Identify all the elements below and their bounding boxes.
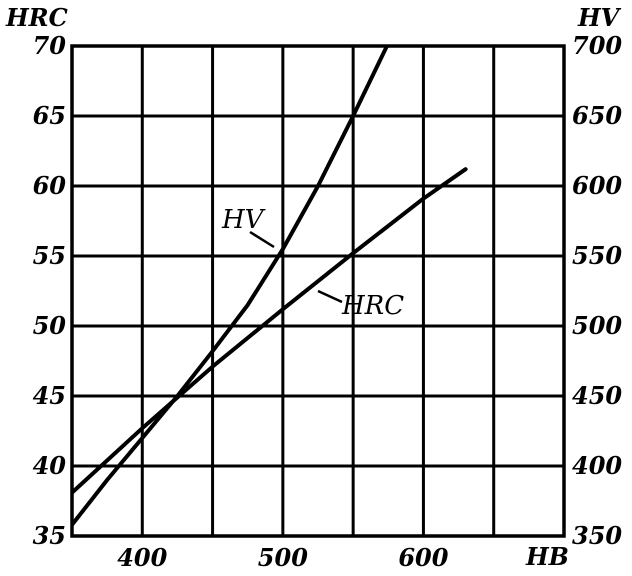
y-left-tick-label: 60	[33, 171, 67, 200]
series-lines	[72, 46, 468, 527]
y-right-tick-label: 650	[572, 101, 622, 130]
series-line-hv	[72, 46, 390, 527]
y-left-axis-label: HRC	[5, 3, 68, 32]
x-axis-label: HB	[525, 542, 569, 571]
series-line-hrc	[72, 167, 468, 495]
tick-labels: 35 40 45 50 55 60 65 70 350 400 450 500 550 600 650 700…	[33, 31, 623, 572]
y-left-tick-label: 40	[33, 451, 67, 480]
x-tick-label: 500	[258, 543, 308, 572]
x-tick-label: 600	[398, 543, 448, 572]
y-right-tick-label: 700	[572, 31, 622, 60]
y-right-tick-label: 500	[572, 311, 622, 340]
y-right-axis-label: HV	[577, 3, 622, 32]
y-left-tick-label: 70	[33, 31, 67, 60]
y-left-tick-label: 50	[33, 311, 67, 340]
series-label-hv: HV	[221, 205, 266, 235]
y-left-tick-label: 65	[33, 101, 66, 130]
y-left-tick-label: 55	[33, 241, 66, 270]
y-right-tick-label: 550	[572, 241, 622, 270]
y-right-tick-label: 350	[572, 521, 622, 550]
y-left-tick-label: 45	[33, 381, 66, 410]
plot-frame	[70, 44, 566, 538]
plot-border	[70, 44, 566, 538]
x-tick-label: 400	[117, 543, 167, 572]
series-label-hrc-leader	[317, 289, 343, 304]
y-left-tick-label: 35	[33, 521, 66, 550]
series-label-hv-leader	[249, 230, 275, 249]
y-right-tick-label: 450	[572, 381, 622, 410]
y-right-tick-label: 600	[572, 171, 622, 200]
series-label-hrc: HRC	[341, 291, 404, 321]
y-right-tick-label: 400	[572, 451, 622, 480]
